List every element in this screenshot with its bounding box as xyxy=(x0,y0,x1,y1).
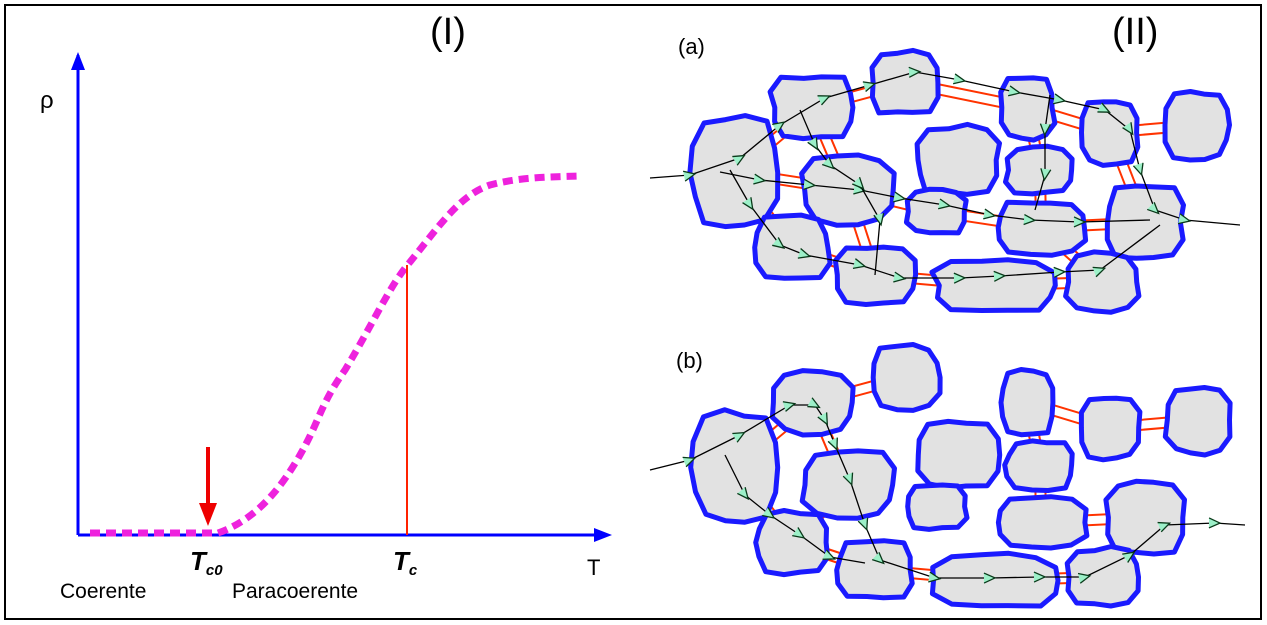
tc-label: Tc xyxy=(393,546,418,579)
panel-ii: (II) (a) (b) xyxy=(650,11,1245,606)
grain xyxy=(906,189,966,233)
grain xyxy=(932,260,1055,311)
resistivity-curve xyxy=(90,176,580,533)
grain xyxy=(1006,146,1073,194)
grain xyxy=(756,511,828,575)
x-axis-label: T xyxy=(587,555,600,580)
grain xyxy=(1165,92,1230,161)
grain xyxy=(998,497,1087,548)
panel-label: (II) xyxy=(1112,11,1158,53)
grain xyxy=(1081,398,1140,460)
figure: ρ T Tc0 Tc Coerente Paracoerente (I) (II… xyxy=(0,0,1267,625)
subpanel-label: (b) xyxy=(676,348,703,373)
region-label: Paracoerente xyxy=(232,580,358,603)
tc0-sub: c0 xyxy=(206,562,223,579)
grain xyxy=(1005,441,1072,491)
grain xyxy=(1001,370,1053,435)
grain xyxy=(1066,252,1139,312)
tc0-label: Tc0 xyxy=(190,546,223,579)
grain xyxy=(1165,388,1230,456)
x-axis-arrow xyxy=(594,528,612,542)
grain xyxy=(932,553,1058,606)
grain xyxy=(770,77,853,139)
grain xyxy=(1082,102,1138,165)
grain xyxy=(908,485,967,529)
region-label: Coerente xyxy=(60,580,146,603)
grain xyxy=(835,247,915,304)
grain xyxy=(837,541,913,598)
grain xyxy=(691,410,778,523)
tc-sub: c xyxy=(409,562,418,579)
panel-label: (I) xyxy=(430,11,466,53)
y-axis-arrow xyxy=(71,52,85,70)
subpanel-label: (a) xyxy=(678,34,705,59)
grain xyxy=(917,124,999,194)
grain xyxy=(1106,481,1185,554)
grain xyxy=(1001,78,1055,140)
grain xyxy=(802,155,895,225)
panel-i: ρ T Tc0 Tc Coerente Paracoerente (I) xyxy=(40,11,612,603)
y-axis-label: ρ xyxy=(40,87,54,114)
grain xyxy=(802,451,894,518)
grain xyxy=(873,345,940,411)
grain xyxy=(755,215,830,278)
grain xyxy=(918,421,1000,488)
tc0-arrow-head xyxy=(199,503,217,526)
grain xyxy=(1107,186,1183,258)
grain xyxy=(772,371,853,435)
grain xyxy=(998,202,1085,255)
